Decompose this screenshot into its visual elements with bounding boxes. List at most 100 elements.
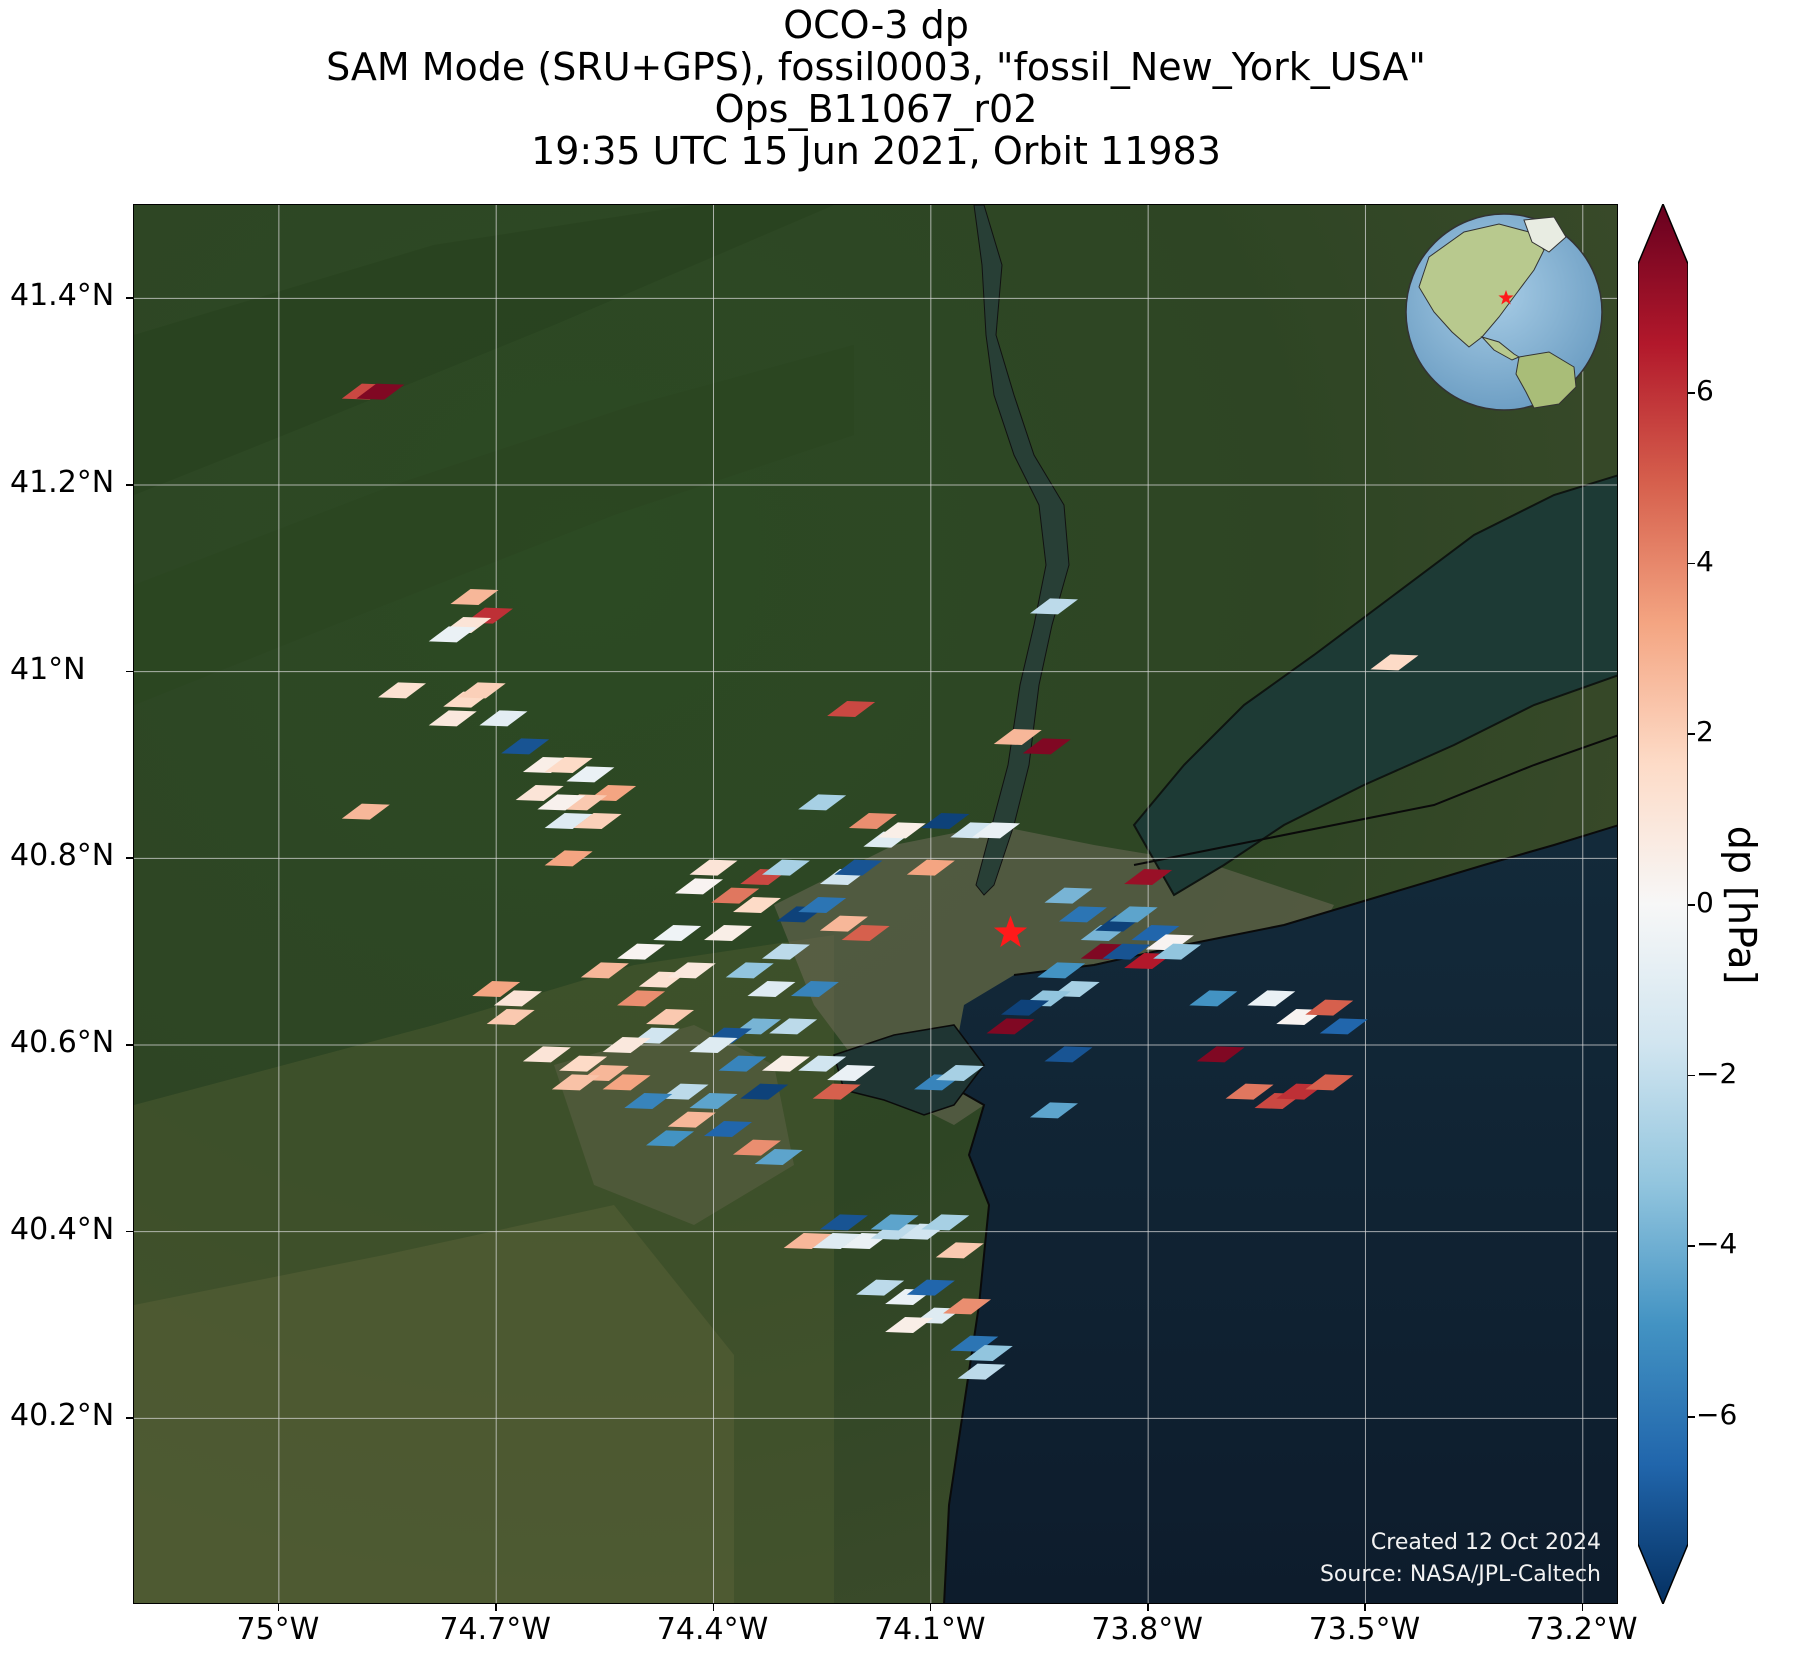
- sounding-footprint: [812, 1083, 861, 1100]
- sounding-footprint: [935, 1065, 984, 1081]
- sounding-footprint: [856, 1279, 905, 1296]
- globe-north-america: [1418, 223, 1545, 348]
- lat-tick-mark: [126, 1230, 133, 1233]
- sounding-footprint: [1044, 1046, 1093, 1063]
- long-island-sound: [1132, 474, 1617, 897]
- colorbar-tick-label: 4: [1696, 544, 1714, 578]
- sounding-footprint: [1305, 999, 1354, 1016]
- sounding-footprint: [1305, 1074, 1354, 1091]
- lon-tick-mark: [495, 1604, 497, 1611]
- sounding-footprint: [1029, 1102, 1078, 1119]
- sounding-footprint: [479, 710, 528, 727]
- lat-tick-label: 41.2°N: [10, 465, 115, 500]
- coastline: [943, 1084, 991, 1603]
- lon-tick-label: 74.4°W: [656, 1612, 769, 1647]
- sounding-footprint: [761, 1055, 810, 1072]
- sounding-footprint: [718, 1055, 767, 1072]
- sounding-footprint: [457, 682, 506, 699]
- sounding-footprint: [1131, 925, 1180, 941]
- sounding-footprint: [522, 1046, 571, 1063]
- sounding-footprint: [704, 925, 752, 941]
- sounding-footprint: [906, 1279, 955, 1296]
- sounding-footprint: [428, 710, 477, 727]
- sounding-footprint: [646, 1009, 695, 1025]
- sounding-footprint: [747, 981, 796, 997]
- title-line-4: 19:35 UTC 15 Jun 2021, Orbit 11983: [531, 129, 1221, 173]
- globe-central-america: [1480, 336, 1521, 361]
- sounding-footprint: [950, 822, 999, 839]
- sounding-footprint: [1102, 943, 1151, 960]
- colorbar-tick-mark: [1688, 904, 1695, 906]
- colorbar-tick-label: 6: [1696, 374, 1714, 407]
- map-panel: Created 12 Oct 2024 Source: NASA/JPL-Cal…: [133, 204, 1618, 1604]
- atlantic-ocean: [944, 825, 1617, 1603]
- sounding-footprint: [827, 701, 876, 717]
- sounding-footprint: [689, 1037, 738, 1053]
- colorbar-tick-mark: [1688, 733, 1695, 735]
- lon-tick-label: 74.1°W: [874, 1612, 986, 1647]
- sounding-footprint: [486, 1009, 535, 1025]
- sounding-footprint: [689, 859, 738, 876]
- lat-tick-mark: [126, 1044, 133, 1046]
- sounding-footprint: [885, 1317, 934, 1333]
- sounding-footprint: [819, 915, 868, 932]
- ridge-texture: [134, 205, 834, 495]
- lon-tick-mark: [277, 1604, 280, 1611]
- sounding-footprint: [689, 1093, 738, 1109]
- lat-tick-mark: [126, 857, 133, 859]
- sounding-footprint: [1225, 1083, 1274, 1100]
- title-line-2: SAM Mode (SRU+GPS), fossil0003, "fossil_…: [326, 45, 1426, 89]
- sounding-footprint: [675, 878, 724, 895]
- sounding-footprint: [544, 813, 593, 829]
- sounding-footprint: [515, 785, 564, 801]
- lon-tick-mark: [1364, 1604, 1366, 1611]
- lat-tick-label: 40.8°N: [10, 838, 115, 874]
- figure-title: OCO-3 dp SAM Mode (SRU+GPS), fossil0003,…: [0, 4, 1752, 172]
- sounding-footprint: [761, 859, 810, 876]
- lon-tick-mark: [712, 1604, 714, 1611]
- sounding-footprint: [877, 822, 926, 839]
- target-star-marker: [993, 915, 1028, 948]
- sounding-footprint: [921, 1214, 970, 1231]
- lat-tick-label: 40.6°N: [10, 1025, 115, 1060]
- lon-tick-mark: [929, 1604, 932, 1611]
- sounding-footprint: [602, 1037, 651, 1053]
- source-credit: Source: NASA/JPL-Caltech: [1319, 1562, 1601, 1587]
- sounding-footprint: [798, 897, 847, 913]
- inset-globe: [1405, 213, 1603, 411]
- sounding-footprint: [667, 962, 716, 979]
- sounding-footprint: [935, 1242, 984, 1259]
- colorbar-tick-label: 0: [1696, 886, 1714, 919]
- lat-tick-label: 40.4°N: [10, 1211, 115, 1247]
- sounding-footprint: [378, 682, 427, 699]
- satellite-map: [134, 205, 1617, 1603]
- farmland-texture: [134, 1205, 734, 1603]
- sounding-footprint: [1319, 1018, 1368, 1035]
- sounding-footprint: [870, 1223, 919, 1240]
- colorbar-tick-mark: [1688, 1074, 1695, 1077]
- sounding-footprint: [725, 962, 774, 979]
- sounding-footprint: [544, 757, 593, 773]
- sounding-footprint: [450, 589, 499, 605]
- colorbar-tick-label: −4: [1696, 1227, 1738, 1261]
- sounding-footprint: [566, 766, 615, 783]
- sounding-footprint: [1022, 738, 1071, 755]
- lon-tick-label: 73.5°W: [1308, 1612, 1421, 1647]
- sounding-footprint: [1001, 999, 1049, 1016]
- sounding-footprint: [624, 1093, 673, 1109]
- sounding-footprints: [341, 383, 1419, 1380]
- lon-tick-mark: [1581, 1604, 1584, 1611]
- sounding-footprint: [921, 813, 970, 829]
- sounding-footprint: [834, 859, 883, 876]
- coastline: [1013, 824, 1617, 976]
- lon-tick-mark: [1147, 1604, 1149, 1611]
- sounding-footprint: [559, 794, 608, 811]
- colorbar-tick-label: 2: [1696, 715, 1714, 749]
- sounding-footprint: [798, 794, 847, 811]
- sounding-footprint: [522, 757, 571, 773]
- sounding-footprint: [356, 383, 405, 400]
- globe-target-star: [1498, 290, 1514, 305]
- created-date: Created 12 Oct 2024: [1370, 1530, 1601, 1555]
- sounding-footprint: [1044, 887, 1093, 904]
- sounding-footprint: [537, 794, 586, 811]
